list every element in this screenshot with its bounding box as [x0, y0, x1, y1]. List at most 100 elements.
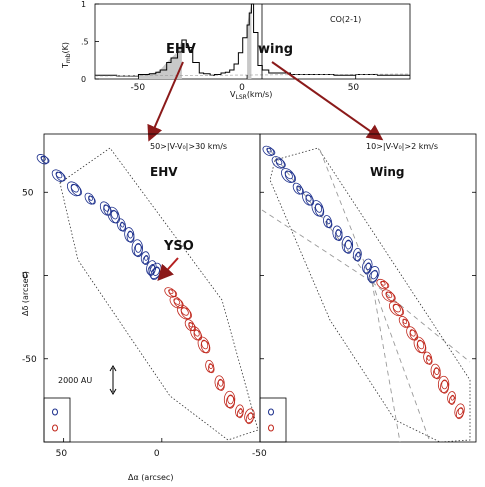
red-contour-point — [409, 329, 416, 337]
spec-xtick-label: -50 — [130, 83, 145, 93]
wing-region-label: wing — [258, 42, 293, 57]
blue-contour-point — [305, 194, 312, 202]
wing-velocity-range: 10>|V-V₀|>2 km/s — [366, 142, 438, 151]
blue-contour-point — [332, 225, 343, 241]
blue-contour-point — [124, 227, 135, 243]
red-contour-point — [235, 404, 244, 418]
blue-contour-point — [323, 215, 333, 228]
spec-ytick-label: 0 — [81, 75, 86, 84]
blue-contour-point — [88, 195, 93, 201]
blue-contour-point — [127, 230, 133, 239]
wing-red-contours — [376, 278, 465, 420]
blue-contour-point — [326, 218, 331, 225]
red-contour-point — [173, 298, 181, 305]
red-contour-point — [168, 289, 174, 294]
red-contour-point — [441, 379, 448, 390]
red-contour-point — [208, 363, 213, 369]
red-contour-point — [417, 339, 425, 350]
map-ylabel: Δδ (arcsec) — [21, 271, 30, 316]
red-contour-point — [188, 321, 194, 328]
red-contour-point — [413, 336, 426, 354]
red-contour-point — [457, 407, 464, 415]
spec-xtick-label: 0 — [239, 83, 245, 93]
blue-contour-point — [99, 201, 112, 216]
red-contour-point — [450, 394, 455, 401]
blue-contour-point — [266, 147, 272, 153]
connector-arrows — [147, 61, 384, 142]
blue-contour-point — [110, 209, 118, 220]
red-contour-point — [406, 326, 418, 341]
red-contour-point — [447, 391, 457, 405]
blue-contour-point — [120, 221, 125, 228]
red-contour-point — [385, 291, 393, 299]
yso-arrow — [157, 257, 179, 281]
blue-contour-point — [356, 251, 361, 258]
spectrum-ticks: -50 0 50 0 .5 1 — [81, 0, 359, 93]
blue-contour-point — [296, 185, 302, 191]
blue-contour-point — [144, 254, 149, 261]
blue-contour-point — [140, 251, 150, 265]
red-contour-point — [169, 295, 183, 309]
red-contour-point — [190, 326, 202, 341]
blue-contour-point — [40, 156, 46, 161]
spec-ytick-label: .5 — [81, 38, 89, 47]
blue-contour-point — [341, 236, 354, 254]
spectrum-frame — [94, 3, 411, 80]
red-contour-point — [193, 329, 200, 337]
red-contour-point — [376, 278, 389, 290]
shaded-region-0 — [138, 40, 182, 79]
red-contour-point — [426, 354, 431, 361]
wing-panel-title: Wing — [370, 165, 404, 179]
blue-contour-point — [51, 169, 65, 182]
blue-contour-point — [365, 262, 372, 271]
red-contour-point — [238, 408, 243, 414]
blue-contour-point — [302, 191, 314, 206]
blue-contour-point — [131, 239, 143, 257]
map-xtick-label: 50 — [56, 449, 68, 459]
ehv-panel-frame — [43, 133, 261, 443]
red-contour-point — [381, 289, 395, 302]
spectrum-panel: -50 0 50 0 .5 1 CO(2-1) VLSR(km/s) Tmb(K) EHV… — [61, 0, 411, 101]
blue-contour-point — [262, 145, 275, 157]
blue-contour-point — [275, 158, 283, 165]
wing-blue-contours — [262, 145, 380, 284]
wing-beam-box — [259, 397, 287, 443]
blue-contour-point — [134, 242, 142, 253]
red-contour-point — [201, 339, 209, 350]
red-contour-point — [180, 307, 189, 316]
blue-contour-point — [292, 182, 304, 195]
red-contour-point — [223, 390, 236, 408]
yso-label: YSO — [163, 239, 194, 254]
blue-contour-point — [335, 229, 342, 237]
map-ticks: 50 0 -50 50 0 -50 — [22, 188, 476, 459]
blue-contour-point — [367, 266, 380, 283]
blue-contour-point — [315, 203, 323, 213]
spectrum-baseline — [94, 73, 411, 77]
red-contour-point — [247, 412, 254, 420]
spec-xtick-label: 50 — [348, 83, 360, 93]
wing-panel-frame — [259, 133, 477, 443]
red-contour-point — [164, 287, 177, 298]
shaded-region-1 — [247, 4, 252, 79]
map-ytick-label: 50 — [22, 188, 34, 198]
red-contour-point — [176, 304, 192, 320]
map-ytick-label: -50 — [22, 355, 37, 365]
map-xtick-label: 0 — [154, 449, 160, 459]
red-contour-point — [214, 375, 225, 391]
red-contour-point — [454, 403, 465, 419]
blue-contour-point — [55, 171, 63, 179]
blue-contour-point — [284, 170, 293, 180]
spectrum-title: CO(2-1) — [330, 15, 361, 24]
red-contour-point — [437, 375, 450, 393]
ehv-red-contours — [164, 287, 255, 425]
blue-contour-point — [345, 239, 352, 250]
blue-contour-point — [36, 154, 49, 165]
red-contour-point — [398, 315, 410, 328]
spectrum-shaded-regions — [138, 4, 252, 79]
blue-contour-point — [362, 258, 373, 274]
map-xtick-label: -50 — [252, 449, 267, 459]
blue-contour-point — [281, 168, 296, 183]
wing-arrow — [271, 61, 384, 141]
red-contour-point — [244, 408, 255, 424]
ehv-region-label: EHV — [166, 42, 196, 57]
